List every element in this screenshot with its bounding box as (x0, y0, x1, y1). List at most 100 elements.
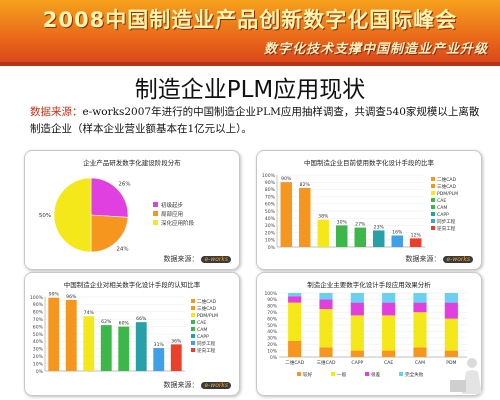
legend-entry: PDM/PLM (437, 191, 458, 197)
y-tick-label: 30% (33, 347, 44, 353)
legend-entry: CAM (437, 205, 447, 211)
bar-segment (413, 347, 427, 357)
bar-segment (319, 299, 333, 309)
bar-segment (288, 293, 302, 297)
effect-stacked-bar-chart: 0%10%20%30%40%50%60%70%80%90%100% 二维CAD 三维… (264, 291, 467, 378)
bar-segment (413, 302, 427, 313)
panel-source: 数据来源： e-works (163, 254, 231, 264)
x-tick-label: PDM (446, 360, 456, 366)
chart-title: 制造企业主要数字化设计手段应用效果分析 (307, 281, 431, 289)
legend-swatch (153, 202, 158, 207)
legend-swatch (431, 226, 435, 230)
bar-segment (288, 302, 302, 341)
bar-segment (382, 350, 396, 357)
legend-entry: 一般 (337, 371, 347, 378)
bar (65, 299, 77, 371)
bar (48, 297, 60, 371)
chart-title: 企业产品研发数字化建设阶段分布 (83, 159, 181, 167)
bar-value-label: 23% (374, 224, 385, 230)
bar (391, 235, 403, 247)
bar-segment (413, 312, 427, 348)
pie-slice (90, 214, 129, 253)
y-tick-label: 10% (267, 348, 277, 354)
panel-source-label: 数据来源： (163, 255, 199, 263)
y-tick-label: 70% (33, 317, 44, 323)
eworks-logo: e-works (201, 256, 231, 263)
y-tick-label: 90% (265, 180, 276, 186)
legend-entry: 二维CAD (197, 298, 217, 305)
bar-segment (288, 341, 302, 357)
bar (280, 182, 292, 247)
bar-segment (382, 293, 396, 303)
bar-value-label: 99% (49, 292, 60, 298)
legend-swatch (153, 211, 158, 216)
legend-swatch (191, 341, 195, 345)
bar-segment (350, 315, 364, 351)
panel-awareness-bar: 中国制造企业对相关数字化设计手段的认知比率 0% 10% 20% 30% 40% 50% 6… (24, 272, 240, 396)
y-tick-label: 40% (265, 216, 276, 222)
legend-entry: 很差 (371, 371, 381, 378)
bar-segment (444, 350, 458, 357)
legend-entry: CAE (197, 320, 206, 326)
bar-segment (319, 293, 333, 300)
header-banner: 2008中国制造业产品创新数字化国际峰会 数字化技术支撑中国制造业产业升级 (0, 0, 500, 66)
y-tick-label: 0% (268, 245, 276, 251)
bar (317, 219, 329, 247)
y-tick-label: 30% (265, 223, 276, 229)
legend-swatch (191, 334, 195, 338)
bar-value-label: 66% (136, 316, 147, 322)
bar-value-label: 96% (66, 294, 77, 300)
bar-segment (444, 302, 458, 319)
legend-swatch (191, 313, 195, 317)
y-tick-label: 20% (267, 342, 277, 348)
legend-swatch (191, 348, 195, 352)
y-tick-label: 60% (265, 202, 276, 208)
bar (410, 238, 422, 247)
bar (100, 325, 112, 371)
legend-entry: CAM (197, 327, 207, 333)
y-tick-label: 80% (267, 304, 277, 310)
legend-swatch (153, 220, 158, 225)
y-tick-label: 10% (265, 238, 276, 244)
legend-entry: 完全失败 (405, 371, 424, 378)
legend-swatch (365, 372, 369, 376)
bar-segment (444, 293, 458, 303)
legend-swatch (191, 327, 195, 331)
panel-source-label: 数据来源： (163, 381, 199, 389)
bar-value-label: 12% (411, 232, 422, 238)
y-tick-label: 40% (267, 329, 277, 335)
y-tick-label: 10% (33, 361, 44, 367)
bar-segment (350, 350, 364, 357)
eworks-logo: e-works (201, 382, 231, 389)
legend-swatch (431, 219, 435, 223)
bar (299, 187, 311, 247)
y-tick-label: 50% (33, 332, 44, 338)
bar-segment (382, 315, 396, 351)
legend-entry: 二维CAD (437, 176, 457, 183)
banner-title: 2008中国制造业产品创新数字化国际峰会 (42, 8, 458, 32)
panel-rd-stage-pie: 企业产品研发数字化建设阶段分布 26% 24% 50% 初级起步 局部应用 深化应用阶段 … (24, 150, 240, 270)
bar (153, 348, 165, 371)
bar-segment (319, 309, 333, 348)
bar-value-label: 38% (318, 214, 329, 220)
bar-value-label: 31% (154, 342, 165, 348)
y-tick-label: 60% (33, 324, 44, 330)
legend-swatch (191, 299, 195, 303)
legend-swatch (431, 212, 435, 216)
legend-entry: CAE (437, 198, 446, 204)
bar-value-label: 90% (281, 176, 292, 182)
data-source-label: 数据来源： (30, 106, 83, 118)
legend-entry: CAPP (437, 212, 449, 218)
pie-slice-label: 50% (39, 213, 51, 219)
x-tick-label: CAPP (351, 360, 363, 366)
legend-swatch (431, 198, 435, 202)
legend-entry: 初级起步 (161, 201, 184, 209)
y-tick-label: 90% (33, 302, 44, 308)
usage-bar-chart: 0%10%20%30%40%50%60%70%80%90%100%90%82%3… (262, 173, 458, 251)
bar (118, 326, 130, 371)
data-source-text: e-works2007年进行的中国制造企业PLM应用抽样调查，共调查540家规模… (30, 106, 480, 135)
bar-value-label: 36% (171, 338, 182, 344)
bar (83, 316, 95, 371)
bar-value-label: 82% (300, 182, 311, 188)
legend-swatch (399, 372, 403, 376)
